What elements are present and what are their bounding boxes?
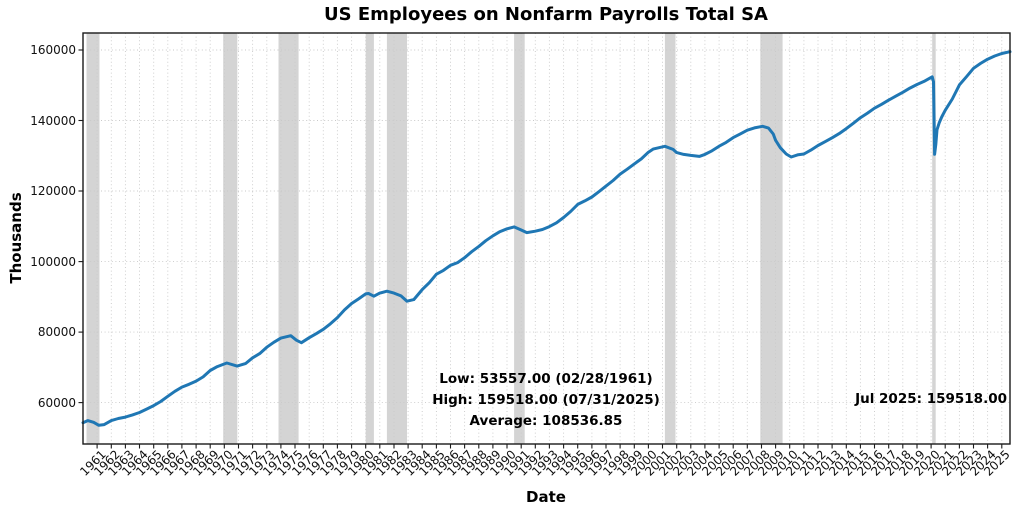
x-axis-label: Date: [526, 488, 566, 506]
y-tick-label: 140000: [30, 113, 76, 128]
stats-low: Low: 53557.00 (02/28/1961): [439, 371, 653, 387]
recession-band: [365, 33, 374, 444]
stats-average: Average: 108536.85: [469, 413, 623, 429]
recession-band: [664, 33, 676, 444]
recession-band: [514, 33, 525, 444]
y-tick-label: 120000: [30, 184, 76, 199]
recession-band: [86, 33, 100, 444]
y-tick-label: 100000: [30, 254, 76, 269]
recession-band: [932, 33, 936, 444]
recession-band: [760, 33, 783, 444]
y-tick-label: 80000: [37, 325, 76, 340]
latest-value-annotation: Jul 2025: 159518.00: [855, 391, 1007, 407]
recession-band: [386, 33, 407, 444]
chart-title: US Employees on Nonfarm Payrolls Total S…: [324, 4, 768, 25]
y-tick-label: 160000: [30, 42, 76, 57]
y-axis-label: Thousands: [7, 192, 25, 284]
plot-border: [82, 32, 1011, 445]
payrolls-line-series: [81, 50, 1012, 427]
recession-band: [223, 33, 238, 444]
y-tick-label: 60000: [37, 395, 76, 410]
recession-band: [278, 33, 299, 444]
stats-annotation: Low: 53557.00 (02/28/1961) High: 159518.…: [432, 369, 660, 432]
stats-high: High: 159518.00 (07/31/2025): [432, 392, 660, 408]
